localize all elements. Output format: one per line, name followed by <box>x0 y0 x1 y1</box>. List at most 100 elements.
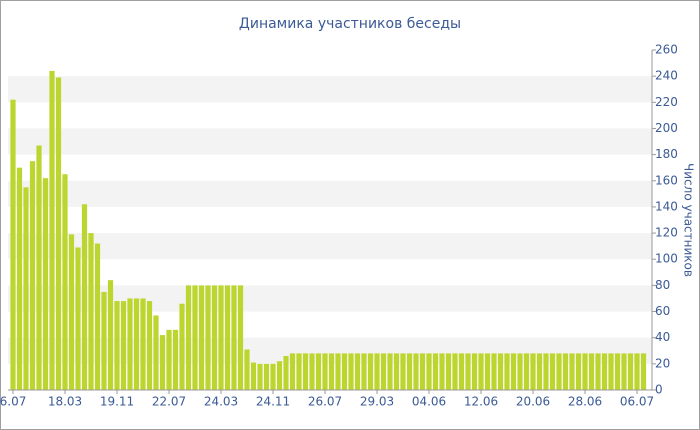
bar <box>133 298 140 390</box>
bar <box>107 280 114 390</box>
bar <box>322 353 328 390</box>
bar <box>127 298 133 390</box>
y-tick-label: 120 <box>655 226 678 240</box>
bar <box>575 353 582 390</box>
bar <box>198 285 205 390</box>
bar <box>55 77 62 390</box>
bar <box>621 353 627 390</box>
y-tick-label: 0 <box>655 383 663 397</box>
bar <box>614 353 621 390</box>
bar <box>536 353 543 390</box>
bar <box>627 353 634 390</box>
bar <box>478 353 484 390</box>
y-tick-label: 220 <box>655 95 678 109</box>
bar <box>16 167 23 390</box>
x-tick-label: 26.07 <box>308 395 342 409</box>
y-tick-label: 60 <box>655 304 670 318</box>
bar <box>601 353 608 390</box>
bar <box>36 145 42 390</box>
bar <box>159 335 166 390</box>
bar <box>328 353 335 390</box>
bar <box>205 285 211 390</box>
bar <box>114 301 120 390</box>
x-tick-label: 06.07 <box>620 395 654 409</box>
bar <box>153 315 159 390</box>
bar <box>244 349 250 390</box>
bar <box>465 353 471 390</box>
bar <box>471 353 478 390</box>
bar <box>595 353 601 390</box>
bar <box>172 329 179 390</box>
bar <box>588 353 595 390</box>
bar <box>387 353 393 390</box>
x-tick-label: 04.06 <box>412 395 446 409</box>
bar <box>452 353 458 390</box>
grid-band <box>8 233 652 260</box>
bar <box>166 329 172 390</box>
bar <box>81 204 88 390</box>
bar <box>582 353 588 390</box>
bar <box>517 353 523 390</box>
bar <box>211 285 218 390</box>
x-tick-label: 29.03 <box>360 395 394 409</box>
chart-title: Динамика участников беседы <box>239 16 461 32</box>
bar <box>218 285 224 390</box>
bar <box>458 353 465 390</box>
bar <box>231 285 237 390</box>
x-tick-label: 18.03 <box>48 395 82 409</box>
bar <box>491 353 497 390</box>
y-tick-label: 180 <box>655 147 678 161</box>
x-tick-label: 20.06 <box>516 395 550 409</box>
bar <box>49 70 55 390</box>
bar <box>42 178 49 390</box>
bar <box>556 353 562 390</box>
x-tick-label: 19.11 <box>100 395 134 409</box>
bar <box>523 353 530 390</box>
bar <box>276 361 283 390</box>
grid-band <box>8 128 652 155</box>
bar <box>309 353 315 390</box>
bar <box>88 233 94 390</box>
bar <box>484 353 491 390</box>
bar <box>549 353 556 390</box>
bar <box>283 356 289 390</box>
bar <box>302 353 309 390</box>
x-tick-label: 28.06 <box>568 395 602 409</box>
bar <box>562 353 569 390</box>
bar <box>348 353 354 390</box>
bar <box>179 303 185 390</box>
bar <box>569 353 575 390</box>
bar <box>354 353 361 390</box>
bar <box>270 363 276 390</box>
bar <box>504 353 510 390</box>
y-tick-label: 40 <box>655 330 670 344</box>
x-tick-label: 22.07 <box>152 395 186 409</box>
bar <box>224 285 231 390</box>
y-axis-label: Число участников <box>682 163 696 277</box>
bar <box>29 161 36 390</box>
x-tick-label: 24.03 <box>204 395 238 409</box>
bar <box>62 174 68 390</box>
bar <box>120 301 127 390</box>
bar <box>426 353 432 390</box>
bar <box>432 353 439 390</box>
bar <box>315 353 322 390</box>
bar <box>361 353 367 390</box>
bar <box>185 285 192 390</box>
bar <box>413 353 419 390</box>
bar <box>419 353 426 390</box>
y-tick-label: 100 <box>655 252 678 266</box>
bar <box>335 353 341 390</box>
y-tick-label: 240 <box>655 69 678 83</box>
y-tick-label: 20 <box>655 356 670 370</box>
bar <box>445 353 452 390</box>
bar <box>296 353 302 390</box>
x-tick-label: 24.11 <box>256 395 290 409</box>
bar <box>374 353 380 390</box>
bar <box>257 363 263 390</box>
bar <box>23 187 29 390</box>
bar <box>497 353 504 390</box>
bar <box>146 301 153 390</box>
grid-band <box>8 180 652 207</box>
